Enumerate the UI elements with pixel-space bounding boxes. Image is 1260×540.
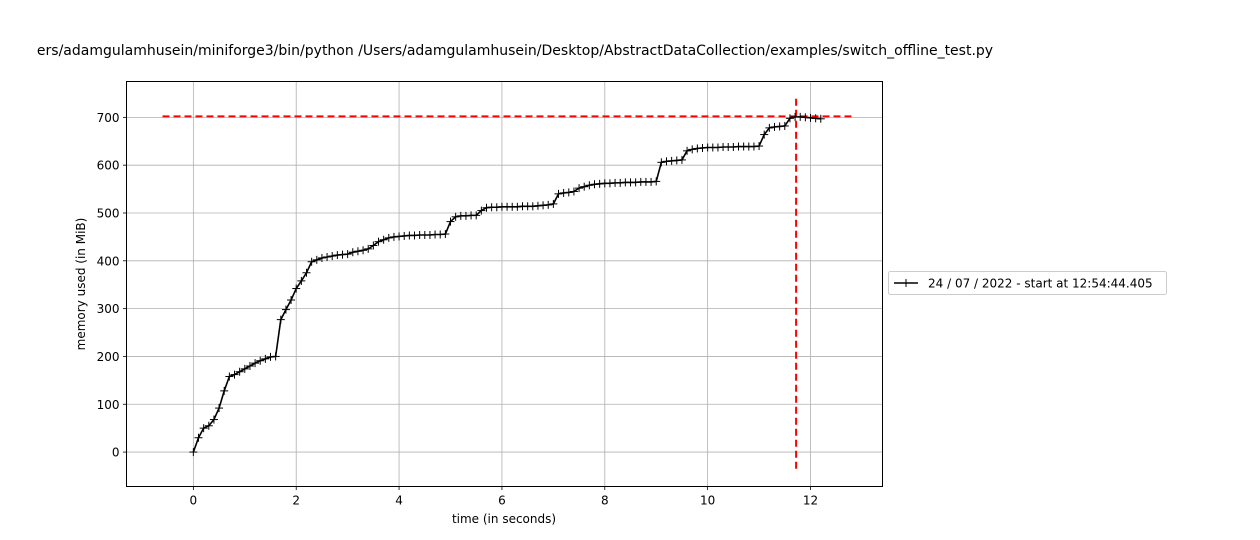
data-point [317,253,326,262]
y-axis-label: memory used (in MiB) [74,218,88,351]
data-point [765,123,774,132]
data-point [544,200,553,209]
y-tick-label: 200 [97,350,120,364]
data-point [287,296,296,305]
y-tick-label: 500 [97,206,120,220]
data-point [755,142,764,151]
x-axis-ticks: 0 2 4 6 8 10 12 [190,486,818,508]
chart-title: ers/adamgulamhusein/miniforge3/bin/pytho… [37,43,993,59]
data-point [235,367,244,376]
x-tick-label: 2 [292,494,300,508]
data-point [446,217,455,226]
x-tick-label: 6 [498,494,506,508]
data-point [554,189,563,198]
y-tick-label: 100 [97,398,120,412]
data-point [199,424,208,433]
data-point [816,114,825,123]
y-tick-label: 700 [97,111,120,125]
data-point [688,145,697,154]
x-tick-label: 8 [601,494,609,508]
data-point [359,246,368,255]
data-point [384,233,393,242]
data-point [276,315,285,324]
data-point [328,252,337,261]
data-point [189,448,198,457]
data-point [209,415,218,424]
data-point [683,146,692,155]
x-tick-label: 12 [803,494,818,508]
data-point [297,276,306,285]
legend-box [888,271,1167,295]
x-tick-label: 10 [700,494,715,508]
data-point [245,362,254,371]
data-point [549,199,558,208]
data-point [292,284,301,293]
data-point [569,187,578,196]
data-point [780,121,789,130]
data-point [261,354,270,363]
y-tick-label: 600 [97,159,120,173]
data-point [760,130,769,139]
data-point [379,235,388,244]
data-point [312,255,321,264]
data-point [657,158,666,167]
data-point [677,155,686,164]
data-point [225,372,234,381]
data-point [585,181,594,190]
plot-frame [126,81,883,487]
data-point [271,352,280,361]
data-point [220,386,229,395]
data-point [194,433,203,442]
data-point [451,212,460,221]
data-point [256,356,265,365]
data-point [281,305,290,314]
data-point [441,230,450,239]
data-point [230,370,239,379]
data-point [575,184,584,193]
data-point [240,364,249,373]
data-point [323,252,332,261]
data-point [251,359,260,368]
data-point [343,250,352,259]
series-line [192,116,821,453]
data-point [204,421,213,430]
y-tick-label: 0 [112,446,120,460]
data-point [369,241,378,250]
data-point [580,182,589,191]
x-tick-label: 0 [190,494,198,508]
data-point [215,404,224,413]
grid-lines [126,81,883,487]
legend-label: 24 / 07 / 2022 - start at 12:54:44.405 [928,277,1153,291]
data-series [189,112,825,457]
x-axis-label: time (in seconds) [452,512,556,526]
data-point [472,211,481,220]
data-point [374,237,383,246]
y-tick-label: 400 [97,254,120,268]
reference-lines [162,98,852,469]
data-point [302,268,311,277]
data-point [348,248,357,257]
data-point [477,206,486,215]
data-point [307,257,316,266]
legend: 24 / 07 / 2022 - start at 12:54:44.405 [888,271,1167,295]
data-point [785,114,794,123]
data-point [652,177,661,186]
data-point [353,247,362,256]
data-point [364,244,373,253]
y-axis-ticks: 0 100 200 300 400 500 600 700 [97,111,127,460]
x-tick-label: 4 [395,494,403,508]
y-tick-label: 300 [97,302,120,316]
data-point [564,188,573,197]
